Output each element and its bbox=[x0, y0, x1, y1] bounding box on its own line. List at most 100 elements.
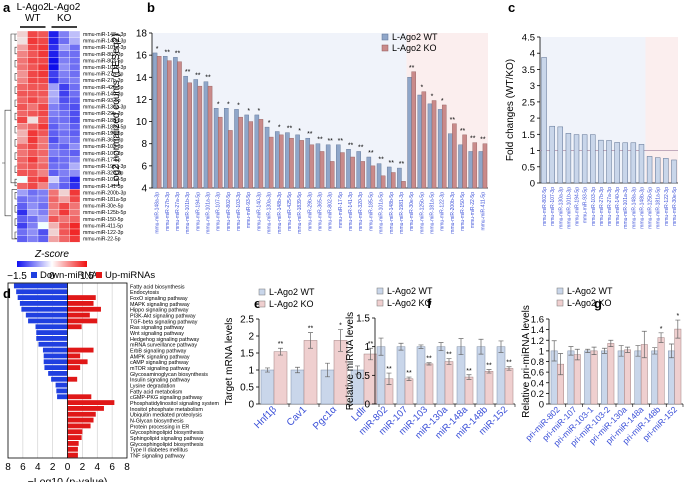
error-bar bbox=[368, 347, 373, 361]
heatmap-cell bbox=[37, 63, 49, 71]
heatmap-cell bbox=[69, 235, 81, 243]
x-tick-label: mmu-miR-148b-3p bbox=[277, 192, 283, 234]
significance-marker: * bbox=[217, 101, 220, 108]
heatmap-row-label: mmu-miR-140-3p bbox=[83, 91, 123, 97]
bar-up bbox=[67, 353, 81, 359]
y-tick-label: 1 bbox=[248, 366, 254, 377]
heatmap-cell bbox=[16, 129, 28, 137]
bar-wt bbox=[295, 134, 300, 189]
heatmap-row-label: mmu-miR-27a-3p bbox=[83, 72, 123, 78]
heatmap-cell bbox=[69, 30, 81, 38]
significance-marker: ** bbox=[406, 370, 412, 377]
error-bar bbox=[486, 369, 492, 374]
heatmap-cell bbox=[37, 50, 49, 58]
y-tick-label: 1 bbox=[539, 346, 544, 357]
bar-wt bbox=[173, 57, 178, 189]
heatmap-cell bbox=[58, 143, 70, 150]
heatmap-row-label: mmu-miR-101b-3p bbox=[83, 65, 126, 71]
bar-wt bbox=[617, 350, 625, 405]
bar-fold-change bbox=[646, 156, 653, 184]
heatmap-cell bbox=[27, 96, 39, 104]
bar-ko bbox=[360, 161, 366, 189]
bar-wt bbox=[183, 75, 188, 189]
bar-up bbox=[67, 400, 115, 405]
bar-up bbox=[67, 324, 82, 330]
x-tick-label: mmu-miR-802-5p bbox=[226, 192, 232, 231]
heatmap-cell bbox=[69, 162, 81, 170]
colorbar bbox=[17, 261, 87, 267]
heatmap-cell bbox=[37, 189, 49, 197]
significance-marker: * bbox=[227, 101, 230, 108]
bar-down bbox=[48, 371, 68, 376]
heatmap-cell bbox=[16, 235, 28, 243]
bar-ko bbox=[657, 337, 665, 405]
significance-marker: ** bbox=[506, 360, 512, 367]
significance-marker: ** bbox=[358, 144, 364, 151]
heatmap-cell bbox=[16, 90, 28, 98]
y-tick-label: 4.5 bbox=[522, 33, 535, 44]
heatmap-cell bbox=[16, 169, 28, 177]
heatmap-cell bbox=[48, 136, 60, 144]
y-tick-label: 0 bbox=[364, 400, 370, 411]
bar-wt bbox=[386, 166, 392, 189]
pathway-label: Wnt signaling pathway bbox=[130, 331, 184, 337]
heatmap-cell bbox=[69, 209, 81, 216]
x-tick-label: mmu-miR-148b-5p bbox=[389, 192, 395, 234]
bar-ko bbox=[197, 85, 203, 189]
heatmap-cell bbox=[48, 162, 60, 170]
y-tick-label: 0 bbox=[539, 400, 544, 411]
heatmap-cell bbox=[48, 63, 60, 71]
heatmap-cell bbox=[48, 129, 60, 137]
heatmap-cell bbox=[37, 143, 49, 150]
heatmap-cell bbox=[69, 90, 81, 98]
heatmap-cell bbox=[48, 50, 60, 58]
x-tick-label: mmu-miR-103-3p bbox=[236, 192, 242, 231]
x-tick-label: mmu-miR-1981-3p bbox=[399, 192, 405, 234]
heatmap-cell bbox=[69, 110, 81, 117]
x-tick-label: mmu-miR-101a-3p bbox=[206, 192, 212, 234]
heatmap-cell bbox=[27, 57, 39, 65]
bar-up bbox=[67, 429, 83, 435]
pathway-label: PI3K-Akt signaling pathway bbox=[130, 313, 196, 319]
bar-down bbox=[55, 382, 68, 388]
heatmap-cell bbox=[37, 176, 49, 183]
y-axis-label: Relative pri-miRNA levels bbox=[521, 305, 532, 418]
heatmap-row-label: mmu-miR-320-3p bbox=[83, 171, 123, 177]
pathway-label: MAPK signaling pathway bbox=[130, 302, 190, 308]
heatmap-cell bbox=[27, 123, 39, 131]
heatmap-cell bbox=[37, 209, 49, 216]
legend-swatch-ko bbox=[376, 299, 384, 307]
heatmap-cell bbox=[37, 215, 49, 223]
error-bar bbox=[574, 348, 580, 361]
x-tick-label: 6 bbox=[20, 462, 26, 473]
bar-ko bbox=[177, 61, 182, 189]
bar-wt bbox=[336, 144, 341, 189]
heatmap-cell bbox=[58, 209, 70, 216]
error-bar bbox=[398, 342, 404, 351]
heatmap-cell bbox=[37, 57, 49, 65]
y-tick-label: 6 bbox=[141, 161, 147, 172]
heatmap-cell bbox=[27, 50, 39, 58]
heatmap-row-label: mmu-miR-185-5p bbox=[83, 118, 123, 124]
bar-ko bbox=[217, 116, 223, 189]
heatmap-cell bbox=[27, 44, 39, 51]
heatmap-cell bbox=[48, 156, 60, 164]
heatmap-cell bbox=[58, 70, 70, 78]
bar-fold-change bbox=[638, 144, 645, 184]
bar-up bbox=[67, 312, 90, 318]
pathway-label: Insulin signaling pathway bbox=[130, 378, 190, 384]
heatmap-cell bbox=[58, 96, 70, 104]
bar-ko bbox=[482, 143, 488, 189]
pathway-label: Glycosphingolipid biosynthesis bbox=[130, 442, 204, 448]
bar-ko bbox=[228, 130, 233, 189]
bar-wt bbox=[244, 114, 249, 189]
bar-wt bbox=[396, 346, 406, 405]
heatmap-cell bbox=[27, 176, 39, 183]
heatmap-cell bbox=[16, 149, 28, 157]
x-tick-label: mmu-miR-101a-5p bbox=[379, 192, 385, 234]
x-tick-label: mmu-miR-29b-3p bbox=[307, 192, 313, 231]
significance-marker: ** bbox=[466, 368, 472, 375]
bar-ko bbox=[607, 343, 615, 405]
x-tick-label: mmu-miR-411-5p bbox=[480, 192, 486, 231]
heatmap-cell bbox=[27, 37, 39, 45]
